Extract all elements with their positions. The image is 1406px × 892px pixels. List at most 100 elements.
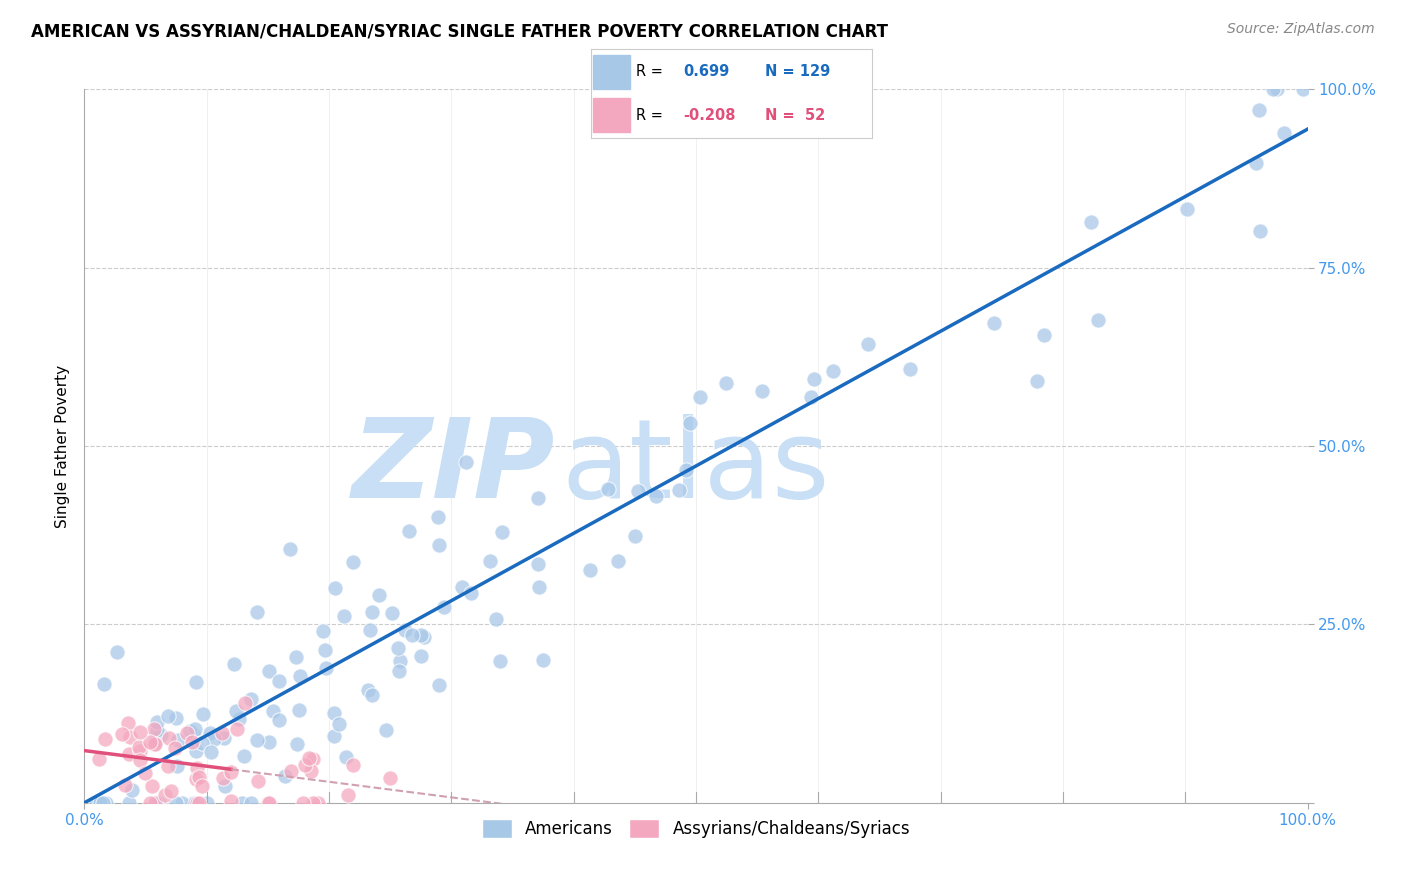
Point [188, 770, 211, 784]
Point [1026, 374, 1049, 388]
Point [531, 653, 554, 667]
Point [314, 643, 336, 657]
Point [157, 731, 180, 745]
Point [157, 709, 180, 723]
Point [301, 752, 323, 766]
Point [186, 674, 208, 689]
Legend: Americans, Assyrians/Chaldeans/Syriacs: Americans, Assyrians/Chaldeans/Syriacs [475, 812, 917, 845]
Point [245, 605, 267, 619]
Point [257, 665, 280, 679]
Point [184, 796, 207, 810]
Point [298, 750, 321, 764]
Point [689, 390, 711, 404]
Point [491, 524, 513, 539]
Point [190, 779, 212, 793]
Point [118, 796, 141, 810]
Point [328, 717, 350, 731]
Point [165, 711, 187, 725]
Point [184, 722, 207, 736]
Point [1272, 126, 1295, 140]
Point [105, 645, 128, 659]
Point [489, 654, 512, 668]
Point [240, 796, 263, 810]
Point [89, 796, 111, 810]
Point [195, 796, 218, 810]
Point [225, 704, 247, 718]
Point [138, 796, 160, 810]
Text: -0.208: -0.208 [683, 108, 735, 122]
Point [262, 704, 284, 718]
Point [322, 730, 344, 744]
Point [181, 796, 204, 810]
Point [578, 563, 600, 577]
Point [211, 725, 233, 739]
Point [245, 732, 267, 747]
Point [800, 390, 823, 404]
Point [335, 750, 357, 764]
Point [176, 726, 198, 740]
Point [278, 542, 301, 557]
Point [155, 788, 177, 802]
Point [143, 737, 166, 751]
Point [359, 623, 381, 637]
Text: Source: ZipAtlas.com: Source: ZipAtlas.com [1227, 22, 1375, 37]
Text: AMERICAN VS ASSYRIAN/CHALDEAN/SYRIAC SINGLE FATHER POVERTY CORRELATION CHART: AMERICAN VS ASSYRIAN/CHALDEAN/SYRIAC SIN… [31, 22, 889, 40]
Point [675, 463, 697, 477]
Point [247, 773, 270, 788]
Text: ZIP: ZIP [352, 414, 555, 521]
Point [361, 688, 384, 702]
Point [367, 589, 389, 603]
Text: atlas: atlas [561, 414, 830, 521]
Point [387, 640, 409, 655]
Point [89, 796, 111, 810]
Y-axis label: Single Father Poverty: Single Father Poverty [55, 365, 70, 527]
Point [225, 722, 247, 736]
Point [117, 716, 139, 731]
Point [381, 606, 404, 620]
Point [148, 796, 170, 810]
Point [193, 707, 215, 722]
Point [145, 733, 167, 747]
Point [411, 628, 433, 642]
Point [606, 554, 628, 568]
Point [166, 759, 188, 773]
Point [1263, 82, 1285, 96]
Point [211, 771, 233, 785]
Point [596, 482, 619, 496]
Point [751, 384, 773, 398]
Point [145, 796, 167, 810]
Point [146, 723, 169, 737]
Point [526, 491, 548, 505]
Point [186, 796, 208, 810]
Text: 0.699: 0.699 [683, 64, 730, 78]
Point [128, 740, 150, 755]
Point [202, 732, 225, 747]
Point [166, 733, 188, 747]
Point [190, 735, 212, 749]
Point [273, 769, 295, 783]
Point [856, 336, 879, 351]
Point [337, 788, 360, 802]
Point [145, 715, 167, 730]
Point [89, 752, 111, 766]
Point [401, 628, 423, 642]
Point [1291, 82, 1313, 96]
Point [141, 779, 163, 793]
Point [285, 737, 308, 751]
Point [456, 455, 478, 469]
Point [267, 674, 290, 689]
Point [94, 731, 117, 746]
Point [627, 484, 650, 499]
Point [184, 744, 207, 758]
Point [183, 728, 205, 742]
Point [129, 753, 152, 767]
Point [375, 723, 398, 738]
Point [91, 796, 114, 810]
Point [312, 624, 335, 639]
Point [143, 737, 166, 751]
Point [257, 735, 280, 749]
Point [624, 529, 647, 543]
Point [228, 712, 250, 726]
Point [668, 483, 690, 498]
Point [342, 555, 364, 569]
